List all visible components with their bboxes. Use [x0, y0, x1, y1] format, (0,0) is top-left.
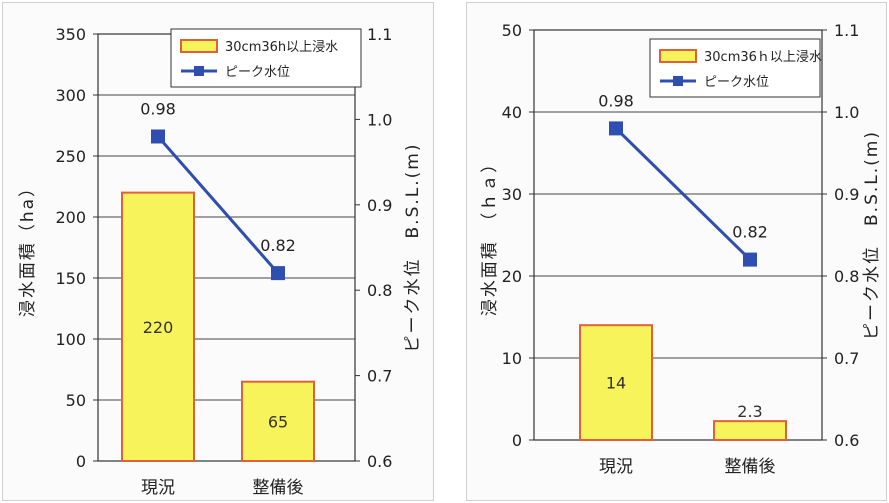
chart-left: 0 50 100 150 200 250 300 350 0.6 0.7 0.8 0.9 1.0 1.1 2…	[18, 25, 423, 498]
peak-level-line	[156, 135, 280, 275]
y2-tick-label: 0.9	[367, 196, 392, 215]
bar	[121, 191, 195, 462]
y2-tick-label: 0.8	[834, 267, 859, 286]
peak-level-line	[614, 127, 752, 261]
y2-axis-title: ピーク水位 B.S.L.(m)	[862, 130, 882, 340]
y2-tick-label: 0.9	[834, 185, 859, 204]
y-tick-label: 20	[502, 267, 522, 286]
y2-tick-label: 0.7	[367, 367, 392, 386]
y2-tick-label: 0.6	[367, 452, 392, 471]
y-tick-label: 300	[55, 86, 86, 105]
y-tick-label: 250	[55, 147, 86, 166]
y2-tick-label: 1.0	[834, 103, 859, 122]
y2-tick-label: 1.0	[367, 110, 392, 129]
y-tick-label: 40	[502, 103, 522, 122]
y-tick-label: 10	[502, 349, 522, 368]
y2-tick-label: 0.8	[367, 281, 392, 300]
bar-value-label: 14	[606, 374, 626, 393]
legend-line-label: ピーク水位	[704, 75, 769, 90]
y-tick-label: 0	[76, 452, 86, 471]
bar	[713, 420, 787, 442]
legend-bar-label: 30cm36ｈ以上浸水	[704, 50, 822, 65]
plot-frame	[533, 29, 823, 441]
y2-tick-label: 1.1	[367, 25, 392, 44]
legend-line-marker	[673, 76, 683, 86]
y2-tick-label: 1.1	[834, 21, 859, 40]
bar	[579, 324, 653, 442]
peak-level-marker	[609, 121, 623, 136]
bar-value-label: 2.3	[737, 402, 762, 421]
y-axis-title: 浸水面積（ha）	[18, 178, 38, 317]
line-value-label: 0.82	[732, 223, 768, 242]
y-tick-label: 50	[502, 21, 522, 40]
y2-tick-label: 0.6	[834, 431, 859, 450]
bar-value-label: 65	[268, 412, 288, 431]
y-tick-label: 50	[66, 391, 86, 410]
peak-level-marker	[271, 266, 285, 281]
x-category-label: 整備後	[725, 457, 776, 477]
y2-axis-title: ピーク水位 B.S.L.(m)	[403, 143, 423, 353]
bar	[241, 380, 315, 463]
legend-bar-swatch	[180, 39, 218, 53]
peak-level-marker	[151, 129, 165, 144]
bar-value-label: 220	[143, 318, 174, 337]
chart-panel-right: 0 10 20 30 40 50 0.6 0.7 0.8 0.9 1.0 1.1 14 2.3 現況 整備後 0…	[466, 2, 887, 501]
y2-tick-label: 0.7	[834, 349, 859, 368]
line-value-label: 0.82	[260, 236, 296, 255]
y-tick-label: 100	[55, 330, 86, 349]
y-tick-label: 0	[512, 431, 522, 450]
legend-box	[649, 38, 821, 98]
chart-right: 0 10 20 30 40 50 0.6 0.7 0.8 0.9 1.0 1.1 14 2.3 現況 整備後 0…	[480, 21, 882, 477]
y-tick-label: 200	[55, 208, 86, 227]
line-value-label: 0.98	[598, 91, 634, 110]
y-tick-label: 350	[55, 25, 86, 44]
legend-bar-swatch	[659, 49, 697, 63]
legend-box	[170, 28, 362, 88]
y-tick-label: 30	[502, 185, 522, 204]
y-axis-title: 浸水面積 （ｈａ）	[480, 154, 500, 317]
y-tick-label: 150	[55, 269, 86, 288]
x-category-label: 整備後	[253, 478, 304, 498]
chart-panel-left: 0 50 100 150 200 250 300 350 0.6 0.7 0.8 0.9 1.0 1.1 2…	[2, 2, 434, 501]
legend-line-marker	[194, 66, 204, 76]
line-value-label: 0.98	[140, 99, 176, 118]
x-category-label: 現況	[599, 457, 633, 477]
legend-bar-label: 30cm36h以上浸水	[225, 40, 338, 55]
x-category-label: 現況	[141, 478, 175, 498]
legend-line-label: ピーク水位	[225, 65, 290, 80]
peak-level-marker	[743, 252, 757, 267]
